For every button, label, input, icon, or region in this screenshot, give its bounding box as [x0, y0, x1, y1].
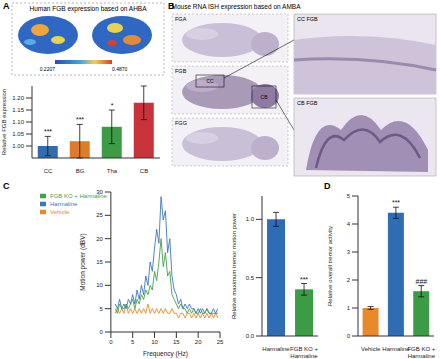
- svg-text:5: 5: [131, 339, 135, 345]
- svg-text:***: ***: [300, 276, 308, 283]
- svg-text:0.4870: 0.4870: [112, 66, 128, 72]
- svg-text:***: ***: [392, 199, 400, 206]
- svg-text:Relative FGB expression: Relative FGB expression: [1, 89, 7, 155]
- svg-text:0: 0: [100, 329, 104, 335]
- svg-text:Human FGB expression based on: Human FGB expression based on AHBA: [29, 5, 147, 13]
- svg-text:10: 10: [151, 339, 158, 345]
- svg-text:15: 15: [96, 259, 103, 265]
- svg-text:2: 2: [347, 277, 351, 283]
- svg-text:5: 5: [347, 193, 351, 199]
- svg-text:CB: CB: [261, 94, 269, 100]
- svg-text:Relative maximum tremor motion: Relative maximum tremor motion power: [231, 213, 237, 319]
- svg-text:15: 15: [173, 339, 180, 345]
- svg-text:Harmaline: Harmaline: [382, 346, 410, 352]
- svg-text:1.20: 1.20: [12, 95, 24, 101]
- svg-text:30: 30: [96, 189, 103, 195]
- svg-text:FGB: FGB: [175, 68, 187, 74]
- svg-text:Harmaline: Harmaline: [262, 346, 290, 352]
- svg-text:0.0: 0.0: [246, 333, 255, 339]
- svg-text:CB: CB: [140, 168, 148, 174]
- svg-text:FGA: FGA: [175, 16, 187, 22]
- svg-text:1: 1: [347, 305, 351, 311]
- svg-text:0.2207: 0.2207: [40, 66, 56, 72]
- svg-text:1.15: 1.15: [12, 107, 24, 113]
- svg-text:1.10: 1.10: [12, 119, 24, 125]
- svg-text:10: 10: [96, 282, 103, 288]
- svg-text:***: ***: [76, 116, 84, 123]
- svg-text:***: ***: [44, 128, 52, 135]
- svg-text:0: 0: [347, 333, 351, 339]
- svg-text:CC: CC: [206, 78, 214, 84]
- svg-text:Tha: Tha: [107, 168, 118, 174]
- svg-text:CC FGB: CC FGB: [297, 16, 318, 22]
- svg-text:A: A: [3, 1, 10, 11]
- svg-text:5: 5: [100, 306, 104, 312]
- svg-text:FGG: FGG: [175, 120, 187, 126]
- svg-text:1.00: 1.00: [12, 143, 24, 149]
- svg-text:20: 20: [195, 339, 202, 345]
- svg-text:FGB KO +Harmaline: FGB KO +Harmaline: [290, 346, 318, 358]
- svg-text:20: 20: [96, 236, 103, 242]
- svg-text:1.0: 1.0: [246, 216, 255, 222]
- svg-text:Motion power (dBV): Motion power (dBV): [79, 233, 87, 290]
- svg-text:Vehicle: Vehicle: [361, 346, 381, 352]
- svg-text:BG: BG: [76, 168, 85, 174]
- svg-text:CB FGB: CB FGB: [297, 100, 318, 106]
- svg-text:Relative overall tremor activi: Relative overall tremor activity: [327, 226, 333, 306]
- svg-text:###: ###: [415, 278, 427, 285]
- svg-text:1.05: 1.05: [12, 131, 24, 137]
- svg-text:4: 4: [347, 221, 351, 227]
- svg-text:0.5: 0.5: [246, 275, 255, 281]
- svg-text:CC: CC: [44, 168, 53, 174]
- svg-text:FGB KO +Harmaline: FGB KO +Harmaline: [407, 346, 435, 358]
- svg-text:25: 25: [217, 339, 224, 345]
- svg-text:Frequency (Hz): Frequency (Hz): [143, 350, 188, 358]
- svg-text:Mouse RNA ISH expression based: Mouse RNA ISH expression based on AMBA: [172, 3, 302, 11]
- svg-text:25: 25: [96, 212, 103, 218]
- svg-text:3: 3: [347, 249, 351, 255]
- svg-text:*: *: [111, 102, 114, 109]
- svg-text:0: 0: [109, 339, 113, 345]
